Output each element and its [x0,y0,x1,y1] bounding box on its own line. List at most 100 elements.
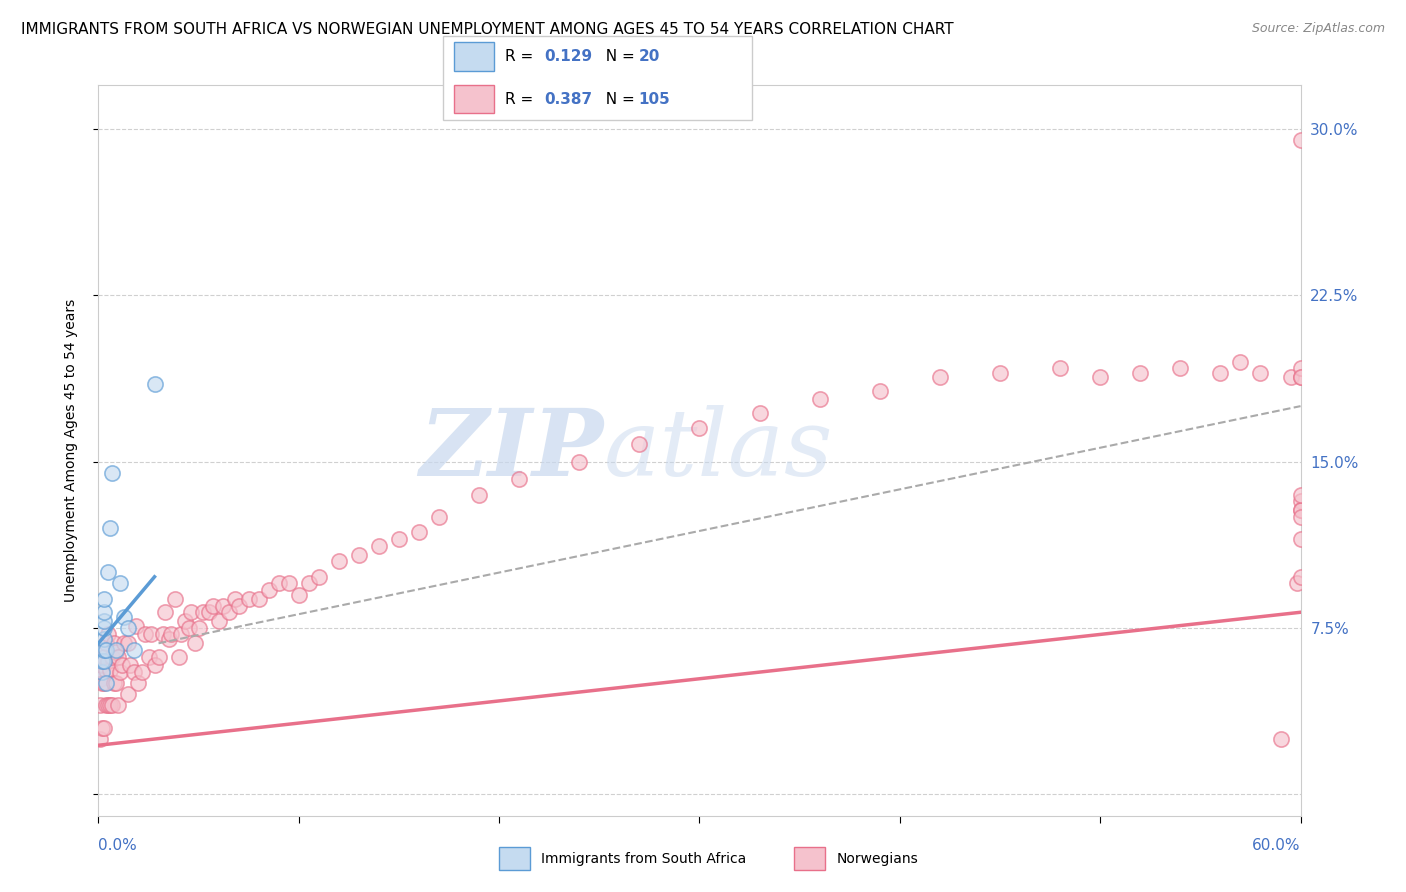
Point [100,521,122,535]
Point [308,570,330,584]
Point [1289,494,1312,508]
Point [748,406,770,420]
Point [105,645,128,659]
Point [163,591,186,606]
Point [101,649,124,664]
Text: 105: 105 [638,92,671,106]
Point [103,636,125,650]
Point [93,632,115,646]
Point [93,621,115,635]
Point [1289,510,1312,524]
Point [93,654,115,668]
Point [148,649,170,664]
Point [1289,370,1312,384]
Point [1289,361,1312,376]
Point [91,676,114,690]
Point [288,588,311,602]
Point [808,392,831,407]
Point [1049,361,1071,376]
Point [91,658,114,673]
Point [152,627,174,641]
Point [105,643,128,657]
Point [100,663,122,677]
Point [1129,366,1152,380]
Point [157,632,180,646]
Point [93,605,115,619]
Point [93,614,115,628]
Point [101,466,124,480]
Point [124,643,146,657]
Point [93,643,115,657]
Text: N =: N = [596,49,640,64]
Point [100,698,122,713]
Point [114,609,136,624]
Point [96,636,118,650]
Point [128,676,150,690]
Point [1289,488,1312,502]
Point [97,654,120,668]
Point [1270,731,1292,746]
Point [101,698,124,713]
Point [1088,370,1111,384]
Point [117,687,139,701]
Point [1209,366,1232,380]
Point [97,627,120,641]
Point [110,576,132,591]
Point [120,658,142,673]
Point [988,366,1011,380]
Point [347,548,370,562]
Point [1285,576,1308,591]
Text: atlas: atlas [603,406,832,495]
Point [139,627,162,641]
Text: 0.129: 0.129 [544,49,592,64]
Point [208,614,231,628]
Text: 20: 20 [638,49,659,64]
Point [408,525,430,540]
Point [218,605,240,619]
Point [508,472,530,486]
Point [107,698,129,713]
Point [91,721,114,735]
Point [257,583,280,598]
Point [91,665,114,679]
Point [117,636,139,650]
Point [89,731,111,746]
Text: Immigrants from South Africa: Immigrants from South Africa [541,852,747,865]
Point [117,621,139,635]
Point [238,591,260,606]
Point [183,636,205,650]
Point [89,698,111,713]
Point [247,591,270,606]
Point [124,665,146,679]
Point [159,627,181,641]
Point [111,658,134,673]
Point [114,636,136,650]
Point [105,676,128,690]
Text: R =: R = [505,49,538,64]
Point [91,654,114,668]
Point [134,627,156,641]
Point [328,554,350,568]
Point [131,665,153,679]
Point [929,370,952,384]
Point [110,665,132,679]
Point [96,698,118,713]
Point [277,576,299,591]
Point [211,599,233,613]
Text: 60.0%: 60.0% [1253,838,1301,854]
Point [201,599,224,613]
Point [169,627,191,641]
Text: Source: ZipAtlas.com: Source: ZipAtlas.com [1251,22,1385,36]
Y-axis label: Unemployment Among Ages 45 to 54 years: Unemployment Among Ages 45 to 54 years [63,299,77,602]
Point [177,621,200,635]
Point [167,649,190,664]
Point [869,384,891,398]
Point [568,454,591,468]
Point [427,510,450,524]
Point [228,599,250,613]
Point [1289,133,1312,147]
Point [197,605,219,619]
Point [388,532,411,546]
Point [93,676,115,690]
Point [1289,532,1312,546]
